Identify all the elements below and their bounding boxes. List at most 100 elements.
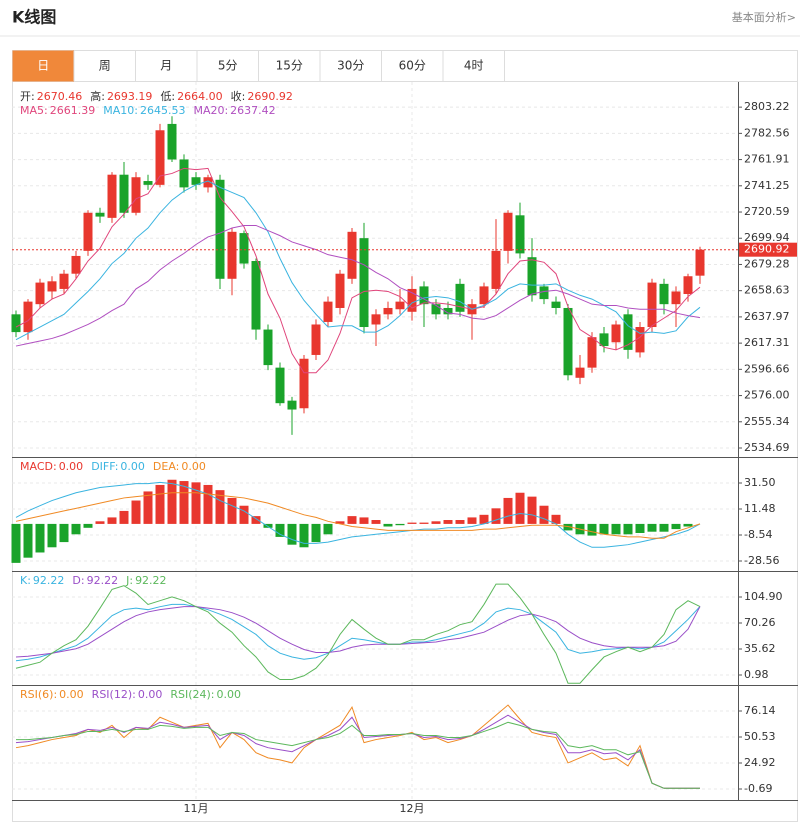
macd-bar [563,523,573,531]
y-tick-label: 2720.59 [744,205,790,218]
macd-bar [191,482,201,524]
tab[interactable]: 5分 [218,59,238,73]
candle-body [539,286,549,300]
legend-value: 92.22 [87,574,119,587]
tab[interactable]: 月 [160,59,172,73]
candle-body [383,307,393,315]
y-tick-label: 50.53 [744,730,776,743]
legend-name: J: [125,574,133,587]
legend-name: 高: [90,89,105,103]
y-tick-label: 2761.91 [744,153,790,166]
legend-name: 低: [160,90,175,103]
legend-name: D: [72,574,84,587]
macd-bar [371,520,381,524]
macd-bar [551,514,561,524]
candle-body [311,324,321,355]
candle-body [299,358,309,409]
macd-bar [395,523,405,526]
indicator-line [15,714,700,789]
indicator-line [15,180,701,341]
legend-value: 0.00 [59,688,84,701]
y-tick-label: 35.62 [744,642,776,655]
legend-name: RSI(12): [92,688,136,701]
candle-body [551,301,561,308]
macd-bar [275,523,285,537]
legend: MACD: 0.00 DIFF: 0.00 DEA: 0.00 [20,460,206,473]
macd-bar [143,491,153,524]
legend: RSI(6): 0.00 RSI(12): 0.00 RSI(24): 0.00 [20,688,241,701]
y-tick-label: 2637.97 [744,310,790,323]
tab[interactable]: 60分 [399,59,426,73]
y-tick-label: 2741.25 [744,179,790,192]
candle-body [647,282,657,328]
candle-body [659,283,669,305]
macd-bar [527,496,537,524]
macd-bar [683,523,693,527]
indicator-line [15,704,700,789]
tab[interactable]: 周 [99,59,111,73]
legend-value: 0.00 [181,460,206,473]
candle-body [431,304,441,315]
macd-bar [11,523,21,563]
y-tick-label: 2534.69 [744,441,790,454]
tab[interactable]: 15分 [276,59,303,73]
macd-bar [23,523,33,558]
candle-body [215,179,225,279]
macd-bar [71,523,81,535]
candle-body [35,282,45,305]
macd-bar [419,522,429,524]
legend: MA5: 2661.39 MA10: 2645.53 MA20: 2637.42 [20,104,276,117]
candle-body [455,283,465,312]
x-tick-label: 11月 [184,802,209,815]
macd-bar [503,497,513,524]
candle-body [599,333,609,347]
candle-body [371,314,381,325]
y-tick-label: 11.48 [744,502,776,515]
legend-name: MA5: [20,104,48,117]
macd-bar [35,523,45,553]
tab[interactable]: 日 [37,59,49,73]
legend-value: 0.00 [138,688,163,701]
macd-bar [347,516,357,524]
legend-value: 0.00 [216,688,241,701]
candle-body [611,324,621,343]
y-tick-label: 2617.31 [744,336,790,349]
candle-body [491,250,501,289]
fundamental-link[interactable]: 基本面分析> [732,10,796,24]
legend-value: 2664.00 [177,90,223,103]
tab[interactable]: 4时 [464,59,484,73]
candle-body [227,231,237,279]
candle-body [575,367,585,378]
x-tick-label: 12月 [400,802,425,815]
candle-body [503,212,513,251]
macd-bar [443,520,453,524]
macd-bar [203,484,213,524]
indicator-line [15,606,701,658]
y-tick-label: 104.90 [744,590,783,603]
y-tick-label: 2803.22 [744,100,790,113]
tab[interactable]: 30分 [337,59,364,73]
macd-bar [335,521,345,524]
macd-bar [47,523,57,548]
indicator-line [15,492,701,539]
macd-bar [263,523,273,528]
page-title: K线图 [12,8,56,27]
candle-body [119,174,129,213]
y-tick-label: 24.92 [744,756,776,769]
legend-name: DEA: [153,460,179,473]
legend-value: 0.00 [120,460,145,473]
y-tick-label: 2576.00 [744,389,790,402]
legend-value: 2693.19 [107,90,153,103]
legend-name: RSI(24): [170,688,214,701]
candle-body [251,261,261,330]
macd-bar [95,521,105,524]
candle-body [563,307,573,376]
candle-body [155,130,165,185]
macd-bar [131,500,141,524]
legend-value: 2670.46 [37,90,83,103]
macd-bar [479,514,489,524]
macd-bar [239,505,249,524]
indicator-line [15,224,701,347]
candle-body [23,301,33,333]
macd-bar [287,523,297,545]
